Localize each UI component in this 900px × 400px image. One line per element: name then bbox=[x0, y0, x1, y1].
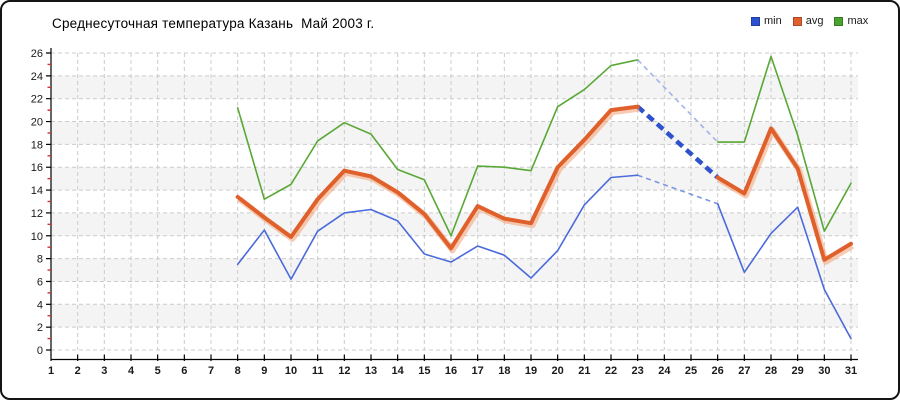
x-tick-label: 15 bbox=[418, 365, 430, 377]
x-tick-label: 26 bbox=[712, 365, 724, 377]
x-tick-label: 16 bbox=[445, 365, 457, 377]
max-series-swatch-icon bbox=[834, 16, 844, 26]
x-tick-label: 30 bbox=[818, 365, 830, 377]
max-line bbox=[716, 55, 852, 232]
min-line bbox=[236, 174, 639, 280]
avg-gap-dashed-segment bbox=[636, 105, 720, 180]
min-line bbox=[716, 202, 852, 340]
x-tick-label: 11 bbox=[312, 365, 324, 377]
y-tick-label: 12 bbox=[31, 208, 43, 220]
y-tick-label: 20 bbox=[31, 117, 43, 129]
y-tick-label: 0 bbox=[37, 345, 43, 357]
legend-item-avg: avg bbox=[792, 15, 824, 27]
plot-band bbox=[51, 121, 858, 145]
x-tick-label: 10 bbox=[285, 365, 297, 377]
x-tick-label: 14 bbox=[392, 365, 405, 377]
x-tick-label: 28 bbox=[765, 365, 777, 377]
plot-band bbox=[51, 304, 858, 328]
avg-series-swatch-icon bbox=[792, 16, 802, 26]
x-tick-label: 8 bbox=[235, 365, 241, 377]
y-tick-label: 26 bbox=[31, 48, 43, 60]
plot-band bbox=[51, 258, 858, 282]
x-tick-label: 25 bbox=[685, 365, 697, 377]
y-tick-label: 18 bbox=[31, 139, 43, 151]
x-tick-label: 3 bbox=[101, 365, 107, 377]
x-tick-label: 4 bbox=[128, 365, 135, 377]
legend-label-avg: avg bbox=[805, 15, 824, 27]
x-tick-label: 31 bbox=[845, 365, 857, 377]
y-tick-label: 22 bbox=[31, 94, 43, 106]
min-series-swatch-icon bbox=[751, 16, 760, 26]
x-tick-label: 6 bbox=[181, 365, 187, 377]
x-tick-label: 24 bbox=[658, 365, 671, 377]
x-tick-label: 2 bbox=[75, 365, 81, 377]
chart-title: Среднесуточная температура Казань Май 20… bbox=[52, 16, 375, 31]
legend: min avg max bbox=[751, 15, 868, 27]
max-gap-dashed-segment bbox=[637, 59, 719, 143]
x-tick-label: 21 bbox=[578, 365, 590, 377]
legend-label-min: min bbox=[764, 15, 782, 27]
legend-label-max: max bbox=[847, 15, 869, 27]
y-tick-label: 8 bbox=[37, 254, 43, 266]
x-tick-label: 29 bbox=[792, 365, 804, 377]
x-tick-label: 5 bbox=[155, 365, 161, 377]
x-tick-label: 19 bbox=[525, 365, 537, 377]
plot-band bbox=[51, 212, 858, 236]
avg-line bbox=[715, 126, 853, 262]
plot-band bbox=[51, 75, 858, 99]
y-tick-label: 2 bbox=[37, 322, 43, 334]
legend-item-min: min bbox=[751, 15, 782, 27]
y-tick-label: 14 bbox=[31, 185, 43, 197]
x-tick-label: 17 bbox=[472, 365, 484, 377]
x-tick-label: 20 bbox=[552, 365, 564, 377]
x-tick-label: 7 bbox=[208, 365, 214, 377]
max-line bbox=[236, 59, 639, 237]
legend-item-max: max bbox=[834, 15, 868, 27]
y-tick-label: 24 bbox=[31, 71, 43, 83]
x-tick-label: 9 bbox=[261, 365, 267, 377]
x-tick-label: 27 bbox=[738, 365, 750, 377]
y-tick-label: 6 bbox=[37, 276, 43, 288]
y-tick-label: 10 bbox=[31, 231, 43, 243]
y-tick-label: 4 bbox=[37, 299, 43, 311]
plot-band bbox=[51, 167, 858, 191]
y-tick-label: 16 bbox=[31, 162, 43, 174]
avg-line bbox=[235, 104, 640, 251]
x-tick-label: 13 bbox=[365, 365, 377, 377]
x-tick-label: 18 bbox=[498, 365, 510, 377]
x-tick-label: 1 bbox=[48, 365, 54, 377]
x-tick-label: 22 bbox=[605, 365, 617, 377]
x-tick-label: 23 bbox=[632, 365, 644, 377]
x-tick-label: 12 bbox=[338, 365, 350, 377]
